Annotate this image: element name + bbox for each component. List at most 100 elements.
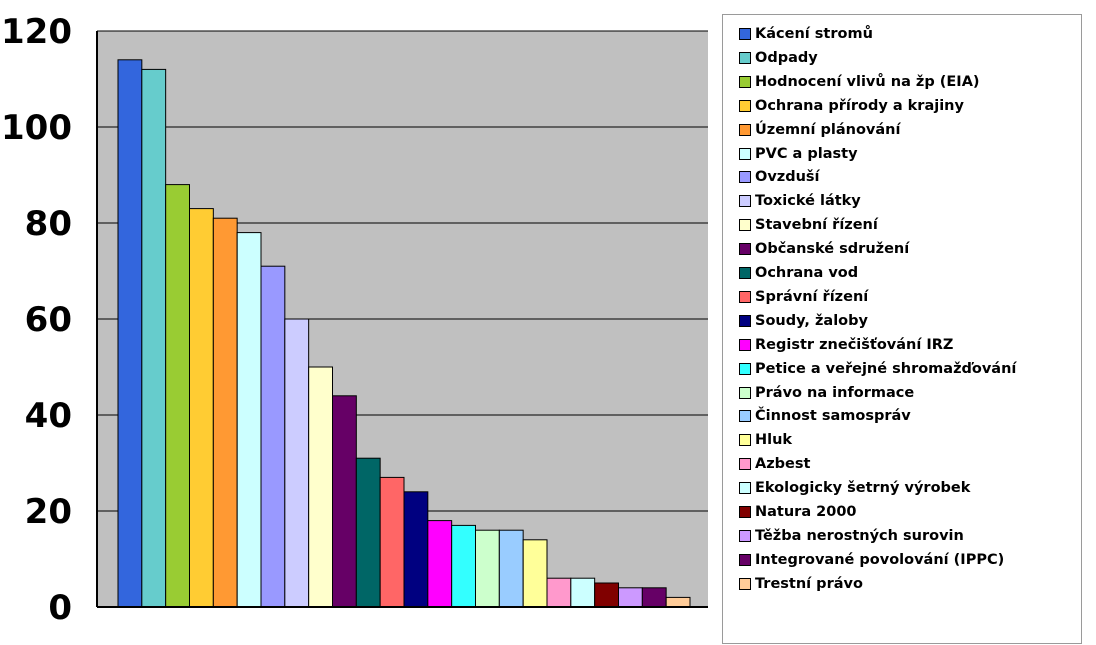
legend-item: Integrované povolování (IPPC) [739, 549, 1004, 571]
legend-label: Integrované povolování (IPPC) [755, 551, 1005, 568]
legend-swatch [739, 99, 751, 112]
legend-swatch [739, 314, 751, 327]
legend-label: Občanské sdružení [755, 241, 910, 258]
legend-swatch [739, 267, 751, 279]
legend-swatch [739, 51, 751, 64]
legend-label: PVC a plasty [755, 145, 858, 162]
legend-label: Správní řízení [755, 288, 869, 305]
bar [141, 68, 167, 608]
legend-label: Těžba nerostných surovin [755, 527, 964, 544]
legend-label: Soudy, žaloby [755, 312, 868, 329]
legend-item: Soudy, žaloby [739, 310, 868, 332]
legend-swatch [739, 75, 751, 88]
legend-item: Hluk [739, 429, 792, 451]
legend-swatch [739, 123, 751, 136]
legend-item: Ekologicky šetrný výrobek [739, 477, 970, 499]
legend-label: Ochrana přírody a krajiny [755, 97, 964, 114]
legend-swatch [739, 458, 751, 471]
legend-label: Toxické látky [755, 193, 861, 210]
legend-swatch [739, 434, 751, 447]
bar [355, 457, 381, 608]
legend-swatch [739, 195, 751, 208]
bar [641, 587, 667, 608]
bar [284, 318, 310, 608]
y-tick-label: 100 [1, 108, 72, 148]
bar [427, 520, 453, 608]
legend-label: Činnost samospráv [755, 408, 911, 425]
y-tick-label: 20 [25, 492, 72, 532]
legend-item: Trestní právo [739, 573, 863, 595]
bar [403, 491, 429, 608]
legend-item: Toxické látky [739, 190, 861, 212]
legend-swatch [739, 410, 751, 423]
legend-item: Občanské sdružení [739, 238, 909, 260]
legend-item: Natura 2000 [739, 501, 857, 523]
bar [260, 265, 286, 608]
legend-label: Hodnocení vlivů na žp (EIA) [755, 73, 980, 90]
bar [212, 217, 238, 608]
legend-label: Azbest [755, 456, 811, 473]
legend-item: Kácení stromů [739, 23, 873, 45]
bar [546, 577, 572, 608]
legend-item: Těžba nerostných surovin [739, 525, 964, 547]
legend-label: Hluk [755, 432, 793, 449]
legend-swatch [739, 243, 751, 256]
legend-swatch [739, 482, 751, 495]
legend-swatch [739, 386, 751, 399]
bar [189, 208, 214, 608]
legend-swatch [739, 28, 751, 40]
y-tick-label: 40 [25, 396, 72, 436]
legend-label: Kácení stromů [755, 26, 873, 42]
legend-swatch [739, 290, 751, 303]
bar [475, 529, 500, 608]
legend-label: Registr znečišťování IRZ [755, 336, 954, 353]
legend-swatch [739, 577, 751, 590]
legend-item: Stavební řízení [739, 214, 878, 236]
chart-legend: Kácení stromů Odpady Hodnocení vlivů na žp… [722, 14, 1082, 644]
legend-label: Ovzduší [755, 169, 820, 186]
legend-item: Azbest [739, 453, 810, 475]
legend-swatch [739, 506, 751, 518]
legend-item: Odpady [739, 47, 818, 69]
y-tick-label: 60 [25, 300, 72, 340]
legend-swatch [739, 362, 751, 375]
legend-swatch [739, 529, 751, 542]
legend-item: Právo na informace [739, 382, 914, 404]
legend-swatch [739, 338, 751, 351]
legend-label: Ekologicky šetrný výrobek [755, 480, 971, 497]
bar [498, 529, 524, 608]
bar [117, 59, 143, 608]
legend-label: Natura 2000 [755, 504, 857, 520]
y-tick-label: 0 [48, 588, 72, 628]
bar [379, 476, 405, 608]
y-tick-label: 120 [1, 12, 72, 52]
legend-label: Právo na informace [755, 384, 915, 401]
legend-item: PVC a plasty [739, 143, 858, 165]
bar [308, 366, 334, 608]
bar [451, 524, 477, 608]
legend-label: Územní plánování [755, 121, 901, 138]
legend-label: Stavební řízení [755, 217, 878, 234]
bar [594, 582, 619, 608]
legend-label: Petice a veřejné shromažďování [755, 360, 1017, 377]
bar [522, 539, 548, 608]
bar [618, 587, 643, 608]
legend-label: Trestní právo [755, 575, 863, 592]
bar-chart: 0 20 40 60 80 100 120 [1, 12, 708, 628]
legend-item: Ochrana přírody a krajiny [739, 95, 964, 117]
bar [570, 577, 596, 608]
legend-item: Registr znečišťování IRZ [739, 334, 953, 356]
bar [665, 596, 691, 608]
bar [332, 395, 357, 608]
legend-item: Územní plánování [739, 119, 900, 141]
legend-swatch [739, 219, 751, 232]
legend-item: Správní řízení [739, 286, 868, 308]
bar [165, 184, 190, 608]
legend-item: Petice a veřejné shromažďování [739, 358, 1016, 380]
legend-swatch [739, 553, 751, 566]
bar [236, 232, 262, 608]
legend-swatch [739, 147, 751, 160]
legend-item: Ovzduší [739, 166, 820, 188]
legend-swatch [739, 171, 751, 184]
legend-label: Odpady [755, 49, 818, 66]
